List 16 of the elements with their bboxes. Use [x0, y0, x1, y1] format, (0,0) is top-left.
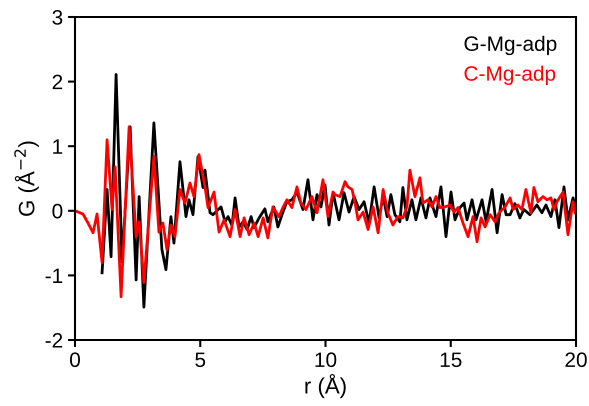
y-tick-label: 2	[52, 74, 62, 90]
y-tick-label: 1	[53, 139, 62, 154]
y-tick-label: 3	[52, 10, 62, 25]
x-tick-label: 10	[316, 352, 336, 368]
x-tick-label: 5	[195, 352, 206, 368]
x-tick-label: 0	[70, 352, 80, 368]
text: G-Mg-adp	[464, 36, 556, 56]
text: C-Mg-adp	[464, 66, 556, 86]
y-axis-title: G (Å$^{−2}$)	[14, 141, 39, 216]
y-tick-label: -1	[46, 268, 62, 283]
y-tick-label: -2	[46, 333, 62, 348]
y-tick-label: 0	[52, 204, 62, 219]
x-tick-label: 20	[565, 352, 587, 368]
line-series	[75, 125, 576, 298]
x-tick-label: 15	[440, 352, 462, 368]
x-axis-title: r (Å)	[305, 374, 346, 398]
